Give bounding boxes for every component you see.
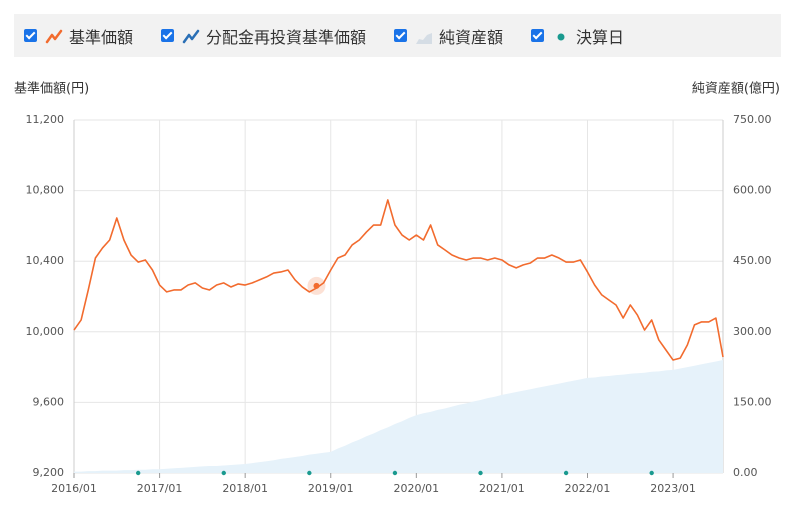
y-tick-label: 9,600 [33, 395, 65, 408]
y2-tick-label: 300.00 [733, 325, 772, 338]
net-assets-area [74, 360, 723, 473]
icon-line [182, 29, 200, 43]
legend-icon [45, 29, 63, 43]
hover-point [313, 282, 320, 289]
y2-tick-label: 450.00 [733, 254, 772, 267]
y2-tick-label: 150.00 [733, 395, 772, 408]
y2-tick-label: 600.00 [733, 184, 772, 197]
y-tick-label: 10,000 [26, 325, 65, 338]
settlement-dot [221, 470, 226, 476]
y-axis-label: 基準価額(円) [14, 81, 89, 97]
y-tick-label: 9,200 [33, 466, 65, 479]
icon-area [416, 32, 433, 44]
legend-icon [557, 33, 565, 40]
checkbox[interactable] [394, 29, 408, 42]
y2-tick-label: 0.00 [733, 466, 758, 479]
settlement-dot [392, 470, 398, 476]
icon-dot [557, 33, 565, 40]
legend-icon [182, 29, 200, 43]
legend-label: 基準価額 [69, 27, 134, 47]
settlement-dot [563, 470, 569, 476]
legend: 基準価額 分配金再投資基準価額 純資産額 決算日 [14, 14, 781, 57]
x-tick-label: 2019/01 [308, 482, 354, 495]
x-tick-label: 2023/01 [650, 482, 696, 495]
legend-item[interactable]: 決算日 [531, 24, 624, 48]
y-tick-label: 10,800 [26, 184, 65, 197]
legend-label: 分配金再投資基準価額 [206, 27, 367, 47]
legend-icon [416, 32, 433, 44]
y2-tick-label: 750.00 [733, 113, 772, 126]
checkbox[interactable] [531, 29, 545, 42]
legend-item[interactable]: 分配金再投資基準価額 [161, 24, 366, 48]
settlement-dot [649, 470, 654, 476]
x-tick-label: 2018/01 [222, 482, 268, 495]
checkbox[interactable] [24, 29, 37, 42]
x-tick-label: 2016/01 [51, 482, 97, 495]
y-tick-label: 11,200 [26, 113, 65, 126]
icon-line [45, 29, 63, 43]
legend-item[interactable]: 純資産額 [394, 24, 503, 48]
legend-label: 純資産額 [439, 27, 504, 47]
settlement-dot [135, 470, 141, 476]
settlement-dot [307, 470, 312, 476]
x-tick-label: 2017/01 [137, 482, 183, 495]
y2-axis-label: 純資産額(億円) [692, 81, 780, 97]
x-tick-label: 2021/01 [479, 482, 525, 495]
checkbox[interactable] [161, 29, 175, 42]
y-tick-label: 10,400 [26, 254, 65, 267]
legend-item[interactable]: 基準価額 [24, 24, 133, 48]
legend-label: 決算日 [576, 27, 625, 47]
settlement-dot [478, 470, 483, 476]
price-line [73, 199, 724, 361]
x-tick-label: 2022/01 [565, 482, 611, 495]
x-tick-label: 2020/01 [393, 482, 439, 495]
